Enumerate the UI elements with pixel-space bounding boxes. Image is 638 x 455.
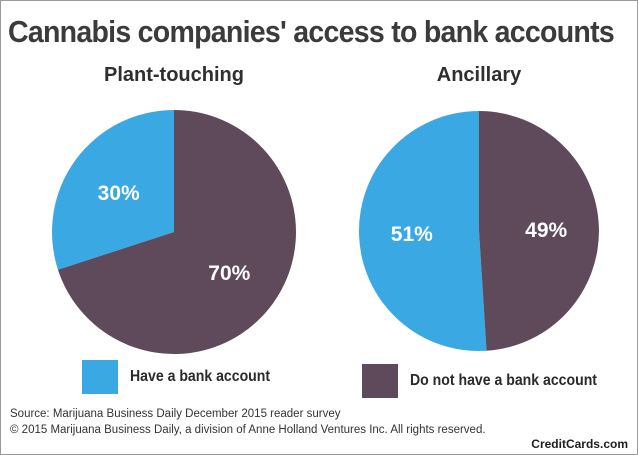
copyright-note: © 2015 Marijuana Business Daily, a divis… xyxy=(10,424,486,436)
brand-credit: CreditCards.com xyxy=(531,437,628,451)
pie-slice-0-have xyxy=(51,110,174,270)
legend-swatch-not-have xyxy=(362,364,398,398)
pie-title-ancillary: Ancillary xyxy=(437,64,522,86)
legend-swatch-have xyxy=(82,360,118,394)
pie-label-1-not-have: 49% xyxy=(525,219,567,242)
legend-item-have: Have a bank account xyxy=(82,360,289,394)
pie-slice-1-not-have xyxy=(479,111,599,351)
pie-slice-1-have xyxy=(358,110,487,351)
pie-chart-ancillary: Ancillary 51% 49% xyxy=(358,64,599,351)
pie-label-0-not-have: 70% xyxy=(208,262,250,285)
pie-label-1-have: 51% xyxy=(391,223,433,246)
pie-slice-0-not-have xyxy=(57,110,296,354)
legend-label-have: Have a bank account xyxy=(130,368,271,385)
legend-item-not-have: Do not have a bank account xyxy=(362,364,622,398)
pie-title-plant-touching: Plant-touching xyxy=(104,64,244,86)
legend-label-not-have: Do not have a bank account xyxy=(410,372,597,389)
pie-chart-plant-touching: Plant-touching 30% 70% xyxy=(51,64,296,354)
chart-title: Cannabis companies' access to bank accou… xyxy=(8,14,615,49)
pie-label-0-have: 30% xyxy=(98,182,140,205)
source-note: Source: Marijuana Business Daily Decembe… xyxy=(10,408,341,420)
